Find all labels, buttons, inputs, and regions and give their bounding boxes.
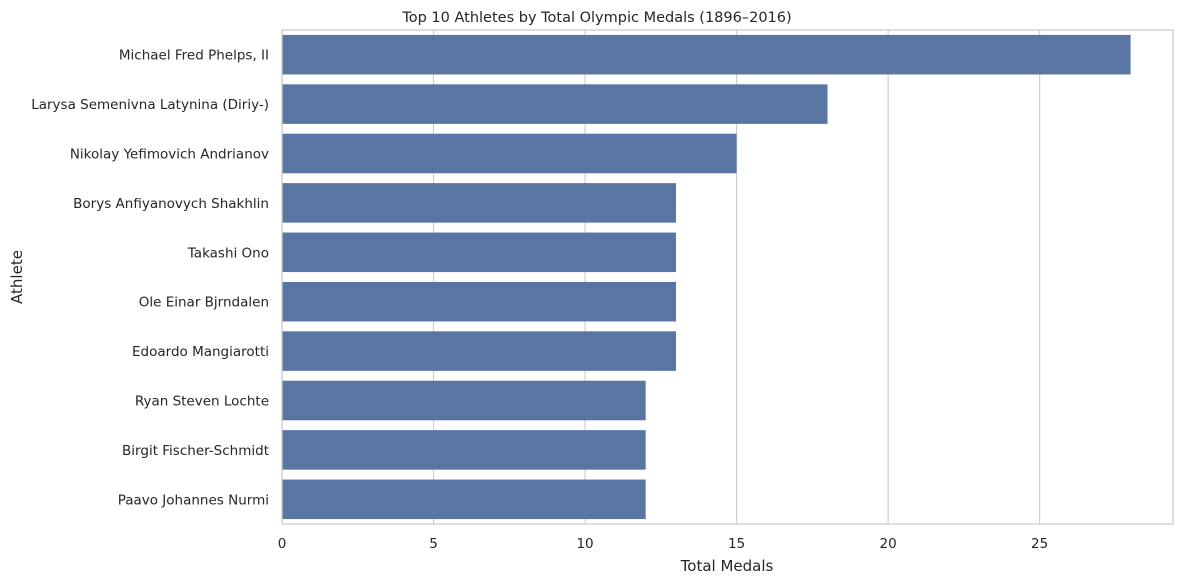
- y-category-label: Borys Anfiyanovych Shakhlin: [73, 196, 269, 212]
- x-tick-label: 5: [429, 536, 438, 552]
- bar: [282, 84, 828, 124]
- y-category-label: Michael Fred Phelps, II: [119, 48, 269, 64]
- y-category-label: Paavo Johannes Nurmi: [118, 492, 269, 508]
- y-axis-title: Athlete: [8, 250, 26, 304]
- bar: [282, 331, 676, 371]
- x-tick-label: 0: [278, 536, 287, 552]
- chart-title: Top 10 Athletes by Total Olympic Medals …: [401, 10, 791, 26]
- x-tick-labels: 0 5 10 15 20 25: [278, 536, 1049, 552]
- plot-frame: [281, 29, 1174, 525]
- bars: [282, 34, 1131, 520]
- bar: [282, 183, 676, 223]
- bar: [282, 380, 646, 421]
- y-category-labels: Michael Fred Phelps, II Larysa Semenivna …: [31, 48, 269, 509]
- x-axis-title: Total Medals: [680, 557, 774, 575]
- bar: [282, 430, 646, 470]
- bar: [282, 34, 1131, 75]
- y-category-label: Ole Einar Bjrndalen: [139, 295, 269, 311]
- x-tick-label: 10: [576, 536, 593, 552]
- y-category-label: Birgit Fischer-Schmidt: [122, 443, 269, 459]
- y-category-label: Takashi Ono: [187, 245, 269, 261]
- y-category-label: Ryan Steven Lochte: [135, 394, 269, 410]
- bar: [282, 281, 676, 322]
- y-category-label: Edoardo Mangiarotti: [132, 344, 269, 360]
- bar: [282, 133, 737, 174]
- bar: [282, 479, 646, 520]
- y-category-label: Larysa Semenivna Latynina (Diriy-): [31, 97, 269, 113]
- x-tick-label: 25: [1031, 536, 1048, 552]
- y-category-label: Nikolay Yefimovich Andrianov: [70, 147, 269, 163]
- bar: [282, 232, 676, 273]
- x-tick-label: 20: [880, 536, 897, 552]
- x-tick-label: 15: [728, 536, 745, 552]
